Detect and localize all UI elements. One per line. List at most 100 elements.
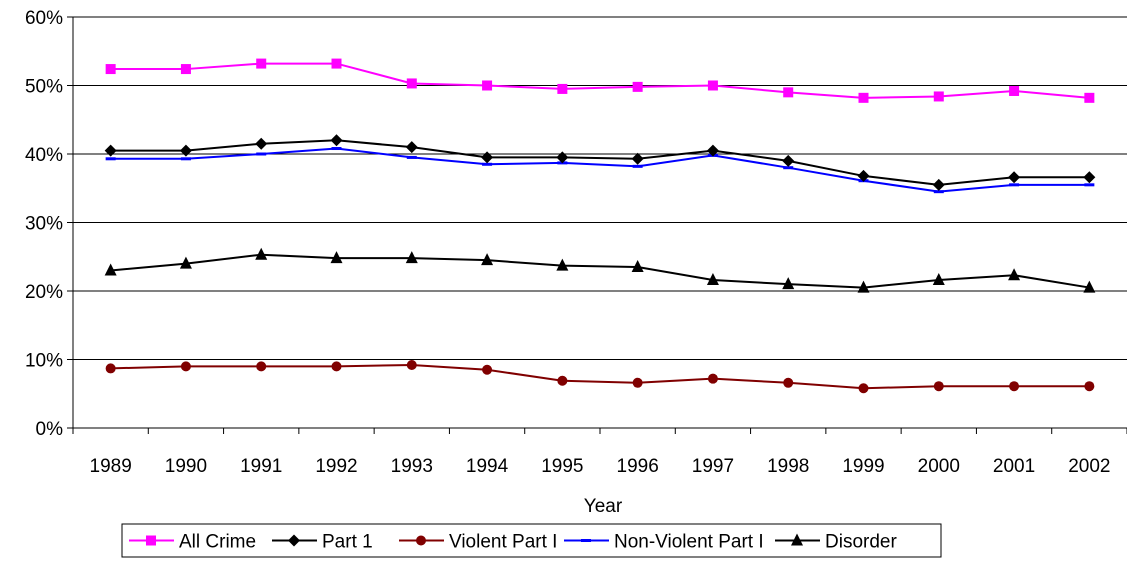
data-point-violent-part-i: [331, 361, 342, 372]
y-tick-label: 30%: [25, 214, 63, 235]
data-point-violent-part-i: [1084, 381, 1095, 392]
data-point-all-crime: [482, 80, 493, 91]
data-point-all-crime: [1009, 85, 1020, 96]
data-point-part-1: [631, 152, 644, 165]
axes: [67, 16, 1127, 434]
data-point-all-crime: [105, 64, 116, 75]
data-point-disorder: [405, 251, 418, 264]
data-point-part-1: [706, 144, 719, 157]
legend-label: Disorder: [825, 532, 897, 553]
series-violent-part-i: [105, 359, 1095, 394]
data-point-disorder: [706, 273, 719, 286]
series-line-non-violent-part-i: [110, 147, 1090, 193]
data-point-violent-part-i: [858, 383, 869, 394]
series-line-all-crime: [110, 62, 1090, 99]
data-point-disorder: [1008, 268, 1021, 281]
data-point-violent-part-i: [933, 381, 944, 392]
data-point-all-crime: [1084, 92, 1095, 103]
data-point-disorder: [631, 260, 644, 273]
data-point-part-1: [405, 141, 418, 154]
x-axis-label: Year: [584, 496, 623, 517]
x-tick-label: 1990: [165, 456, 207, 477]
data-point-disorder: [330, 251, 343, 264]
data-point-non-violent-part-i: [632, 164, 643, 168]
data-point-part-1: [932, 178, 945, 191]
legend-label: Violent Part I: [449, 532, 557, 553]
legend-marker: [146, 535, 156, 546]
x-tick-label: 1994: [466, 456, 509, 477]
y-tick-label: 60%: [25, 8, 63, 29]
data-point-disorder: [932, 273, 945, 286]
data-point-non-violent-part-i: [933, 190, 944, 194]
data-point-part-1: [857, 169, 870, 182]
legend-marker: [791, 533, 803, 546]
data-point-non-violent-part-i: [256, 152, 267, 156]
series-part-1: [104, 134, 1096, 191]
legend-marker: [581, 539, 591, 542]
data-point-part-1: [1008, 171, 1021, 184]
data-point-violent-part-i: [1009, 381, 1020, 392]
data-point-violent-part-i: [632, 377, 643, 388]
data-point-disorder: [179, 256, 192, 269]
data-point-part-1: [330, 134, 343, 147]
data-point-non-violent-part-i: [1009, 183, 1020, 187]
data-point-part-1: [179, 144, 192, 157]
legend-marker: [288, 534, 300, 547]
series-line-part-1: [110, 139, 1090, 186]
data-point-part-1: [556, 151, 569, 164]
legend-item-part-1: Part 1: [272, 532, 373, 553]
x-tick-label: 1989: [90, 456, 132, 477]
data-point-part-1: [1083, 171, 1096, 184]
data-point-all-crime: [256, 58, 267, 69]
legend-item-non-violent-part-i: Non-Violent Part I: [564, 532, 764, 553]
data-point-disorder: [1083, 280, 1096, 293]
x-tick-label: 1998: [767, 456, 809, 477]
data-point-part-1: [255, 137, 268, 150]
data-point-all-crime: [933, 91, 944, 102]
data-point-part-1: [104, 144, 117, 157]
data-point-non-violent-part-i: [406, 155, 417, 159]
x-tick-label: 1993: [391, 456, 433, 477]
data-point-part-1: [782, 154, 795, 167]
x-tick-label: 1991: [240, 456, 282, 477]
data-point-non-violent-part-i: [482, 162, 493, 166]
y-tick-label: 50%: [25, 77, 63, 98]
data-point-disorder: [481, 253, 494, 266]
x-tick-labels: 1989 1990 1991 1992 1993 1994 1995 1996 1997 1998…: [90, 456, 1111, 477]
data-point-all-crime: [331, 58, 342, 69]
data-point-violent-part-i: [557, 375, 568, 386]
legend-label: All Crime: [179, 532, 256, 553]
x-tick-label: 2001: [993, 456, 1035, 477]
legend-label: Non-Violent Part I: [614, 532, 764, 553]
legend: All Crime Part 1 Violent Part I Non-Violent…: [121, 523, 942, 558]
data-point-disorder: [782, 277, 795, 290]
data-point-violent-part-i: [707, 373, 718, 384]
data-point-all-crime: [632, 81, 643, 92]
data-point-violent-part-i: [105, 363, 116, 374]
data-point-all-crime: [557, 83, 568, 94]
series-disorder: [104, 247, 1096, 293]
data-point-disorder: [255, 247, 268, 260]
x-tick-label: 1995: [541, 456, 583, 477]
data-point-disorder: [556, 258, 569, 271]
data-point-violent-part-i: [406, 359, 417, 370]
y-tick-label: 20%: [25, 282, 63, 303]
data-point-all-crime: [406, 78, 417, 89]
x-tick-label: 1992: [315, 456, 357, 477]
data-point-part-1: [481, 151, 494, 164]
data-point-violent-part-i: [256, 361, 267, 372]
series-line-violent-part-i: [110, 363, 1090, 390]
data-point-non-violent-part-i: [180, 157, 191, 161]
data-point-disorder: [104, 263, 117, 276]
data-point-non-violent-part-i: [105, 157, 116, 161]
y-tick-labels: 0% 10% 20% 30% 40% 50% 60%: [25, 8, 63, 440]
data-point-all-crime: [783, 87, 794, 98]
data-point-all-crime: [180, 64, 191, 75]
x-tick-label: 2002: [1068, 456, 1110, 477]
series-line-disorder: [110, 253, 1090, 289]
data-point-violent-part-i: [482, 364, 493, 375]
data-point-all-crime: [858, 92, 869, 103]
x-tick-label: 1997: [692, 456, 734, 477]
